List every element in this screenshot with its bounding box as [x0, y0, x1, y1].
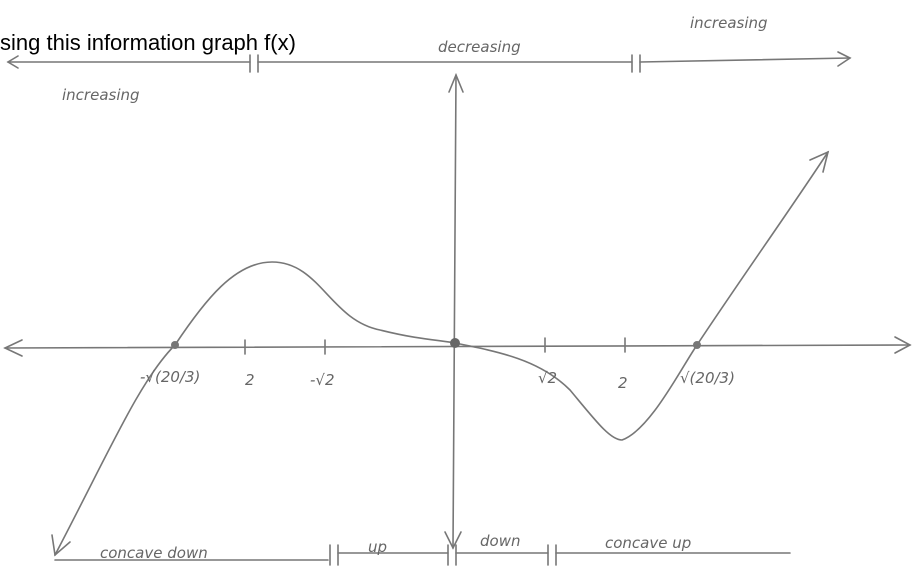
point: [450, 338, 460, 348]
monotonic-brackets: [8, 52, 850, 72]
label: down: [480, 532, 520, 550]
label: concave down: [100, 544, 208, 562]
x-label: √2: [538, 369, 557, 387]
axes: [5, 75, 910, 548]
label: up: [368, 538, 387, 556]
curve: [55, 152, 828, 555]
x-label: 2: [245, 371, 255, 389]
x-label: 2: [618, 374, 628, 392]
x-label: -√(20/3): [140, 368, 200, 386]
label: increasing: [690, 14, 768, 32]
arrowheads: [52, 152, 828, 555]
point: [171, 341, 179, 349]
label: increasing: [62, 86, 140, 104]
point: [693, 341, 701, 349]
title: sing this information graph f(x): [0, 30, 296, 55]
x-label: -√2: [310, 371, 335, 389]
label: decreasing: [438, 38, 521, 56]
label: concave up: [605, 534, 691, 552]
sketch: sing this information graph f(x) decreas…: [0, 0, 915, 568]
x-label: √(20/3): [680, 369, 735, 387]
